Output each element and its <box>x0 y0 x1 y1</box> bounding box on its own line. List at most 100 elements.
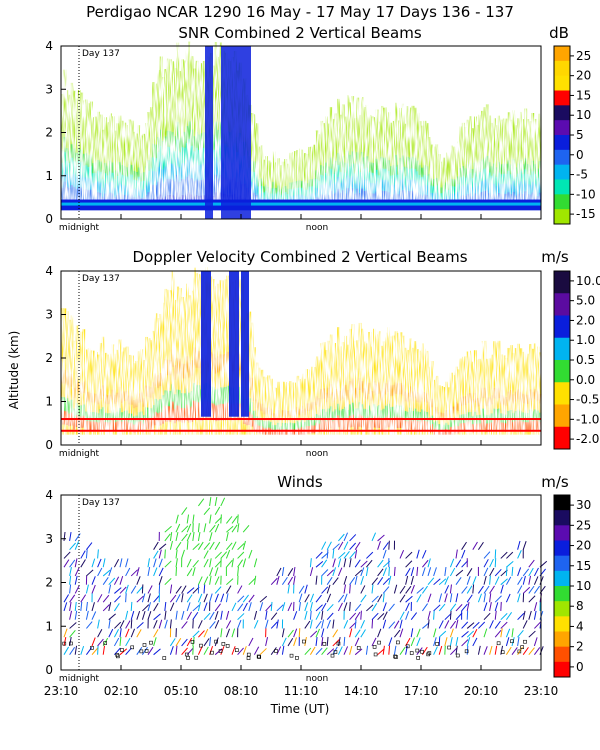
echo-cell <box>524 191 528 203</box>
wind-barb <box>119 628 122 638</box>
echo-cell <box>404 420 408 431</box>
echo-cell <box>166 421 170 435</box>
precip-column <box>239 46 251 219</box>
wind-barb <box>399 646 406 655</box>
echo-cell <box>305 418 309 427</box>
echo-cell <box>334 171 338 183</box>
echo-cell <box>433 146 436 180</box>
echo-cell <box>389 417 393 430</box>
echo-cell <box>176 157 180 176</box>
echo-cell <box>135 432 139 435</box>
wind-barb <box>326 648 335 656</box>
wind-barb <box>449 637 453 647</box>
wind-barb <box>175 523 181 533</box>
colorbar-swatch <box>554 631 570 648</box>
echo-cell <box>104 431 108 435</box>
missing-data-marker <box>356 646 361 650</box>
echo-cell <box>200 133 204 150</box>
echo-cell <box>471 361 475 400</box>
echo-cell <box>161 183 165 199</box>
echo-cell <box>313 367 316 403</box>
echo-cell <box>337 188 340 202</box>
wind-barb <box>494 610 497 620</box>
wind-barb <box>214 610 219 620</box>
echo-cell <box>219 121 223 141</box>
wind-barb <box>220 628 223 638</box>
wind-barb <box>455 604 463 612</box>
echo-cell <box>291 416 295 424</box>
echo-cell <box>500 431 504 435</box>
wind-barb <box>354 549 358 559</box>
colorbar-swatch <box>554 315 570 339</box>
colorbar-swatch <box>554 570 570 587</box>
missing-data-marker <box>225 644 230 648</box>
echo-cell <box>77 405 81 418</box>
echo-cell <box>226 402 230 421</box>
echo-cell <box>152 393 156 406</box>
echo-cell <box>178 390 182 407</box>
missing-data-marker <box>289 653 294 658</box>
wind-barb <box>181 533 188 542</box>
echo-cell <box>85 177 88 190</box>
echo-cell <box>145 407 148 419</box>
wind-barb <box>393 645 397 655</box>
wind-barb <box>522 610 526 620</box>
echo-cell <box>514 348 518 393</box>
echo-cell <box>289 409 292 417</box>
colorbar-swatch <box>554 661 570 678</box>
wind-barb <box>433 646 438 655</box>
echo-cell <box>212 403 216 421</box>
echo-cell <box>413 341 417 389</box>
echo-cell <box>286 429 290 435</box>
echo-cell <box>401 384 405 397</box>
echo-cell <box>329 334 333 385</box>
echo-cell <box>341 419 345 431</box>
echo-cell <box>128 164 132 175</box>
echo-cell <box>449 145 453 180</box>
echo-cell <box>404 123 408 168</box>
echo-cell <box>77 331 81 384</box>
wind-barb <box>528 595 536 603</box>
echo-cell <box>411 430 415 435</box>
echo-cell <box>257 179 261 187</box>
echo-cell <box>301 194 304 203</box>
echo-cell <box>291 382 295 412</box>
wind-barb <box>113 576 120 585</box>
echo-cell <box>519 420 523 431</box>
echo-cell <box>409 386 412 398</box>
wind-barb <box>427 619 430 629</box>
wind-barb <box>242 558 247 568</box>
wind-barb <box>505 566 508 576</box>
echo-cell <box>301 373 304 407</box>
echo-cell <box>70 184 74 200</box>
wind-barb <box>522 541 527 550</box>
echo-cell <box>200 180 204 197</box>
echo-cell <box>238 279 242 355</box>
echo-cell <box>188 422 192 435</box>
echo-cell <box>476 406 480 416</box>
echo-cell <box>377 175 381 186</box>
wind-barb <box>489 558 494 568</box>
missing-data-marker <box>274 649 278 653</box>
echo-cell <box>209 276 213 353</box>
wind-barb <box>158 543 167 551</box>
echo-cell <box>454 433 458 435</box>
echo-cell <box>310 409 314 419</box>
wind-barb <box>393 584 398 594</box>
echo-cell <box>166 178 170 196</box>
echo-cell <box>413 180 417 192</box>
echo-cell <box>521 184 525 195</box>
echo-cell <box>502 193 506 205</box>
echo-cell <box>478 397 482 407</box>
wind-barb <box>315 647 323 656</box>
echo-cell <box>481 191 484 204</box>
wind-barb <box>203 646 209 655</box>
echo-cell <box>425 393 429 404</box>
echo-cell <box>161 409 165 425</box>
echo-cell <box>401 178 405 191</box>
echo-cell <box>101 169 105 180</box>
echo-cell <box>346 399 350 411</box>
wind-barb <box>461 631 469 638</box>
wind-barb <box>153 613 161 621</box>
echo-cell <box>99 399 103 410</box>
